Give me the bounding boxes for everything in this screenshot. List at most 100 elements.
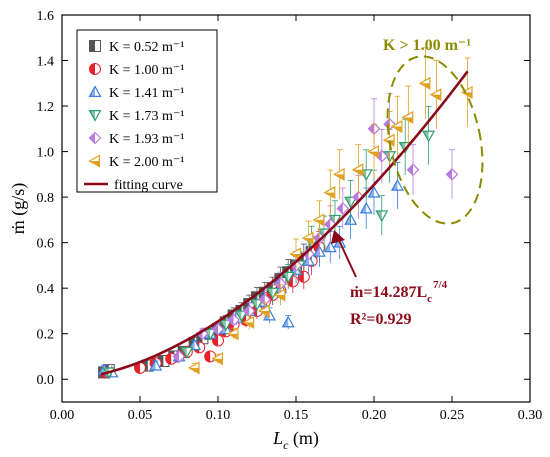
data-point — [289, 247, 301, 261]
data-point — [406, 163, 420, 177]
x-axis-title-unit: (m) — [288, 428, 319, 449]
marker-fill — [89, 110, 95, 121]
marker-fill — [89, 86, 95, 97]
y-tick-label: 1.0 — [37, 146, 55, 161]
data-point — [204, 350, 217, 363]
x-axis-title: Lc (m) — [272, 428, 319, 452]
marker-fill — [368, 123, 374, 135]
data-point — [344, 196, 358, 209]
marker-fill — [399, 142, 406, 153]
x-tick-label: 0.30 — [518, 408, 543, 423]
marker-fill — [89, 161, 100, 167]
data-point — [180, 346, 194, 359]
marker-fill — [267, 288, 273, 299]
marker-fill — [282, 316, 289, 327]
data-point — [445, 168, 459, 181]
y-tick-label: 1.4 — [37, 55, 55, 70]
data-point — [422, 130, 436, 143]
r2-value: R²=0.929 — [350, 311, 411, 328]
legend-marker — [88, 85, 102, 98]
marker-fill — [324, 192, 335, 199]
marker-fill — [391, 180, 398, 191]
marker-fill — [334, 174, 345, 180]
marker-fill — [462, 92, 472, 98]
legend-label: K = 2.00 m⁻¹ — [109, 155, 184, 170]
marker-fill — [243, 298, 250, 310]
marker-fill — [196, 332, 203, 344]
y-tick-label: 1.6 — [37, 9, 55, 24]
fit-arrow-line — [337, 237, 357, 278]
marker-fill — [173, 350, 179, 362]
marker-fill — [352, 169, 363, 176]
x-tick-label: 0.25 — [440, 408, 465, 423]
y-tick-label: 0.2 — [37, 328, 55, 343]
marker-fill — [419, 83, 430, 89]
data-point — [401, 110, 414, 124]
data-point — [258, 304, 270, 318]
legend: K = 0.52 m⁻¹ K = 1.00 m⁻¹ K = 1.41 m⁻¹ K = … — [76, 29, 218, 193]
x-tick-label: 0.20 — [362, 408, 387, 423]
data-point — [390, 178, 404, 191]
marker-fill — [360, 203, 367, 213]
marker-fill — [313, 246, 320, 257]
marker-fill — [337, 203, 343, 214]
data-point — [336, 202, 350, 215]
legend-marker — [89, 40, 101, 52]
data-marks — [97, 47, 473, 380]
fit-curve — [100, 70, 469, 376]
legend-fit-label: fitting curve — [114, 178, 183, 193]
marker-fill — [181, 347, 187, 358]
y-axis-title: ṁ (g/s) — [8, 183, 29, 235]
marker-fill — [228, 333, 238, 340]
fit-equation-sup: 7/4 — [433, 279, 448, 291]
marker-fill — [98, 364, 105, 375]
y-tick-label: 0.0 — [37, 373, 55, 388]
fit-equation-main: ṁ=14.287L — [350, 284, 427, 301]
marker-fill — [423, 131, 429, 142]
series-5 — [187, 47, 473, 375]
data-point — [359, 169, 373, 182]
marker-fill — [220, 320, 226, 331]
marker-fill — [402, 117, 413, 123]
marker-fill — [324, 218, 331, 230]
legend-marker — [88, 131, 102, 145]
x-tick-label: 0.05 — [128, 408, 153, 423]
marker-fill — [150, 360, 156, 370]
data-point — [375, 149, 389, 163]
marker-fill — [243, 305, 250, 317]
marker-fill — [259, 310, 270, 317]
marker-fill — [212, 358, 223, 365]
marker-fill — [274, 273, 281, 285]
marker-fill — [313, 219, 324, 226]
marker-fill — [235, 311, 242, 321]
marker-fill — [446, 168, 452, 180]
marker-fill — [274, 295, 285, 301]
fit-arrowhead — [331, 230, 345, 244]
legend-label: K = 1.93 m⁻¹ — [109, 132, 184, 147]
data-point — [211, 352, 223, 366]
data-point — [418, 76, 431, 90]
y-tick-label: 0.6 — [37, 237, 55, 252]
marker-fill — [274, 278, 281, 290]
x-axis-title-sub: c — [283, 438, 289, 452]
marker-fill — [89, 40, 95, 52]
marker-fill — [376, 150, 382, 162]
marker-fill — [204, 350, 211, 362]
legend-marker — [89, 63, 101, 75]
data-point — [312, 213, 325, 227]
axis-titles: Lc (m) ṁ (g/s) — [8, 183, 319, 452]
marker-fill — [282, 272, 289, 283]
data-point — [211, 322, 225, 336]
fit-layer — [100, 70, 469, 376]
data-point — [227, 313, 240, 327]
legend-label: K = 1.73 m⁻¹ — [109, 109, 184, 124]
data-point — [390, 120, 403, 134]
marker-fill — [89, 63, 95, 75]
data-point — [149, 358, 163, 371]
data-point — [460, 85, 473, 99]
data-point — [301, 231, 314, 245]
data-point — [274, 277, 287, 290]
x-tick-label: 0.00 — [50, 408, 75, 423]
marker-fill — [407, 164, 413, 176]
